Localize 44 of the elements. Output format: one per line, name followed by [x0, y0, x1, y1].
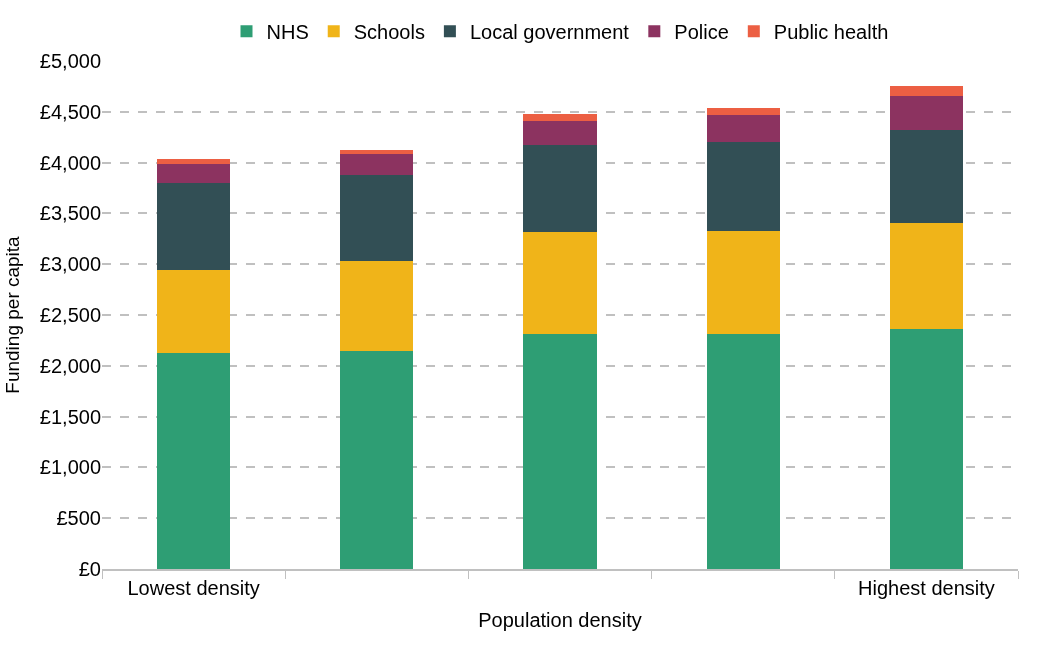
- x-tick-label: Lowest density: [127, 577, 260, 599]
- bar: [706, 115, 780, 143]
- y-tick-label: £2,500: [39, 304, 101, 326]
- bar: [523, 114, 597, 122]
- bar: [706, 142, 780, 231]
- bar: [523, 333, 597, 569]
- bar: [889, 130, 964, 224]
- y-tick-label: £4,500: [39, 100, 101, 123]
- bar: [340, 174, 414, 261]
- bar: [889, 95, 964, 131]
- y-tick-label: £2,000: [39, 354, 101, 377]
- bar: [156, 163, 231, 184]
- bar: [889, 328, 964, 569]
- y-tick-label: £4,000: [39, 151, 101, 174]
- y-tick-label: £5,000: [39, 50, 101, 72]
- bar: [156, 159, 231, 164]
- bar: [706, 107, 780, 116]
- bar: [340, 154, 414, 175]
- legend-label: Public health: [773, 21, 889, 44]
- bar: [889, 223, 964, 329]
- bar: [340, 260, 414, 352]
- bar: [706, 230, 780, 334]
- bar: [889, 86, 964, 96]
- y-tick-label: £3,000: [39, 253, 101, 276]
- legend-label: Schools: [353, 21, 425, 44]
- bar: [156, 353, 231, 569]
- y-tick-label: £3,500: [39, 202, 101, 225]
- legend-label: Police: [674, 21, 729, 44]
- x-axis-title: Population density: [478, 609, 642, 631]
- legend-label: Local government: [469, 21, 630, 44]
- y-tick-label: £0: [78, 558, 101, 580]
- y-tick-label: £1,500: [39, 405, 101, 428]
- bar: [523, 232, 597, 334]
- bar: [340, 351, 414, 569]
- y-axis-title: Funding per capita: [1, 235, 23, 394]
- legend-label: NHS: [266, 21, 309, 44]
- bar: [156, 270, 231, 354]
- y-tick-label: £500: [56, 507, 101, 530]
- bar: [523, 144, 597, 233]
- x-tick-label: Highest density: [858, 577, 995, 599]
- bar: [156, 183, 231, 271]
- y-tick-label: £1,000: [39, 456, 101, 479]
- bar: [523, 121, 597, 145]
- bar: [706, 333, 780, 569]
